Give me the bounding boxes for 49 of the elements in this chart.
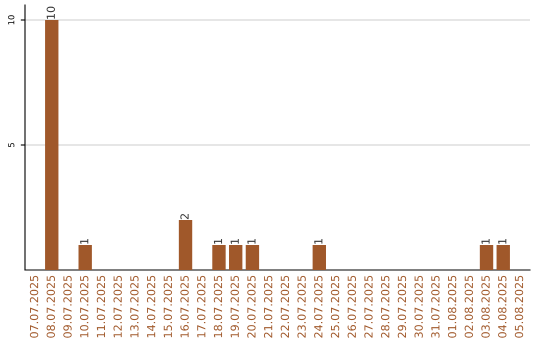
data-label: 1 [230,238,239,244]
x-tick-label: 17.07.2025 [197,276,206,338]
x-tick-label: 26.07.2025 [348,276,356,338]
x-tick-label: 12.07.2025 [113,276,122,338]
x-tick-label: 18.07.2025 [214,276,222,338]
bar [45,20,58,270]
data-label: 2 [180,214,189,220]
x-tick-label: 09.07.2025 [63,276,72,338]
x-tick-label: 08.07.2025 [46,276,55,338]
bar [78,245,92,270]
bar [496,245,510,270]
x-tick-label: 01.08.2025 [448,276,456,338]
y-tick-label: 5 [8,143,14,148]
x-tick-label: 02.08.2025 [464,276,474,338]
x-tick-label: 15.07.2025 [164,276,172,338]
data-label: 10 [46,6,55,19]
bar [480,245,494,270]
data-label: 1 [247,238,256,244]
bar [312,245,326,270]
x-tick-label: 21.07.2025 [264,276,272,338]
x-tick-label: 24.07.2025 [314,276,323,338]
x-tick-label: 07.07.2025 [30,276,38,338]
x-tick-label: 11.07.2025 [96,276,106,338]
x-tick-label: 04.08.2025 [498,276,506,338]
x-tick-label: 03.08.2025 [481,276,490,338]
x-tick-label: 22.07.2025 [280,276,290,338]
data-label: 1 [80,238,88,244]
x-tick-label: 31.07.2025 [431,276,440,338]
x-tick-label: 29.07.2025 [398,276,406,338]
data-label: 1 [481,238,490,244]
x-tick-label: 19.07.2025 [230,276,239,338]
bar [212,245,226,270]
x-tick-label: 13.07.2025 [130,276,139,338]
x-tick-label: 05.08.2025 [514,276,524,338]
x-tick-label: 10.07.2025 [80,276,88,338]
x-tick-label: 30.07.2025 [414,276,423,338]
x-tick-label: 28.07.2025 [381,276,390,338]
bar [229,245,242,270]
data-label: 1 [214,238,222,244]
x-tick-label: 16.07.2025 [180,276,189,338]
x-tick-label: 25.07.2025 [330,276,340,338]
x-tick-label: 14.07.2025 [146,276,156,338]
bar [178,220,192,270]
x-tick-label: 23.07.2025 [297,276,306,338]
x-tick-label: 20.07.2025 [247,276,256,338]
data-label: 1 [314,238,322,244]
bar [246,245,260,270]
x-tick-label: 27.07.2025 [364,276,373,338]
data-label: 1 [498,238,506,244]
